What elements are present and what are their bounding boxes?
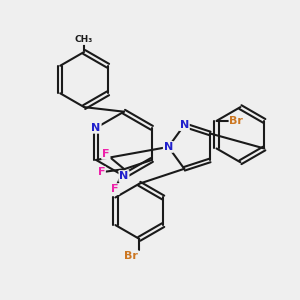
Text: Br: Br (124, 251, 138, 261)
Text: N: N (92, 123, 101, 133)
Text: F: F (111, 184, 119, 194)
Text: N: N (119, 171, 129, 181)
Text: Br: Br (230, 116, 243, 126)
Text: N: N (164, 142, 173, 152)
Text: F: F (102, 149, 110, 159)
Text: CH₃: CH₃ (75, 35, 93, 44)
Text: F: F (98, 167, 105, 177)
Text: N: N (180, 120, 189, 130)
